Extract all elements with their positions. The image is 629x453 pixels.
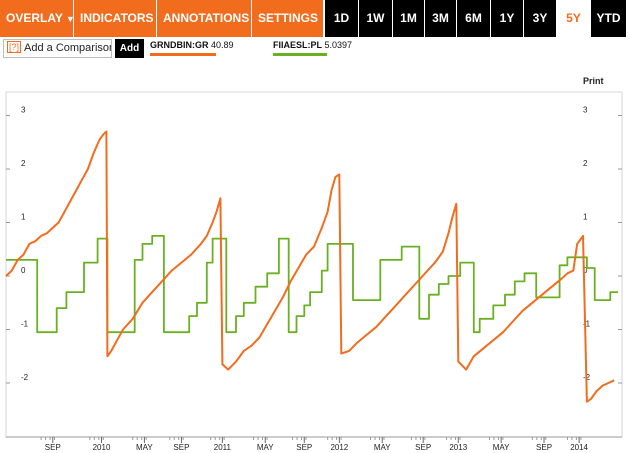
range-1y-button[interactable]: 1Y [491,0,523,37]
range-3y-button[interactable]: 3Y [524,0,556,37]
x-tick-label: MAY [136,443,153,452]
legend-swatch [150,53,216,56]
x-tick-label: SEP [296,443,312,452]
y-tick-label-left: -2 [21,373,29,382]
range-1d-button[interactable]: 1D [325,0,358,37]
y-tick-label-left: 0 [21,266,26,275]
y-tick-label-right: 2 [583,159,588,168]
annotations-menu-button[interactable]: ANNOTATIONS▼ [157,0,261,37]
x-tick-label: MAY [257,443,274,452]
x-tick-label: SEP [45,443,61,452]
print-link[interactable]: Print [583,76,604,86]
x-tick-label: SEP [173,443,189,452]
y-tick-label-right: 1 [583,213,588,222]
y-tick-label-left: 2 [21,159,26,168]
add-comparison-input[interactable]: [?] Add a Comparison [3,39,112,58]
range-1w-button[interactable]: 1W [359,0,392,37]
range-1m-button[interactable]: 1M [393,0,424,37]
range-3m-button[interactable]: 3M [425,0,456,37]
y-tick-label-right: 3 [583,106,588,115]
range-5y-button[interactable]: 5Y [557,0,590,37]
x-tick-label: 2012 [330,443,348,452]
y-tick-label-right: -1 [583,320,591,329]
x-tick-label: SEP [536,443,552,452]
y-tick-label-left: 1 [21,213,26,222]
overlay-menu-button[interactable]: OVERLAY ▼ [0,0,75,37]
legend-item-grndbin[interactable]: GRNDBIN:GR 40.89 [150,40,234,56]
y-tick-label-left: 3 [21,106,26,115]
range-6m-button[interactable]: 6M [457,0,490,37]
y-tick-label-left: -1 [21,320,29,329]
legend-symbol: GRNDBIN:GR [150,40,209,50]
toolbar: OVERLAY▼ INDICATORS▼ ANNOTATIONS▼ SETTIN… [0,0,629,37]
x-tick-label: 2011 [214,443,232,452]
comparison-placeholder: Add a Comparison [24,42,112,54]
range-ytd-button[interactable]: YTD [591,0,626,37]
y-tick-label-right: 0 [583,266,588,275]
x-tick-label: MAY [374,443,391,452]
x-tick-label: 2014 [570,443,588,452]
series-line-grndbin [5,130,615,403]
x-tick-label: SEP [415,443,431,452]
x-tick-label: 2010 [93,443,111,452]
legend-value: 40.89 [211,40,234,50]
caret-down-icon: ▼ [65,14,75,24]
x-tick-label: 2013 [449,443,467,452]
add-comparison-button[interactable]: Add [115,39,144,58]
help-icon: [?] [7,41,22,53]
legend-swatch [273,53,327,56]
series-line-fiiaesl [6,235,619,334]
legend-symbol: FIIAESL:PL [273,40,322,50]
x-tick-label: MAY [493,443,510,452]
legend-value: 5.0397 [324,40,353,50]
legend-item-fiiaesl[interactable]: FIIAESL:PL 5.0397 [273,40,353,56]
